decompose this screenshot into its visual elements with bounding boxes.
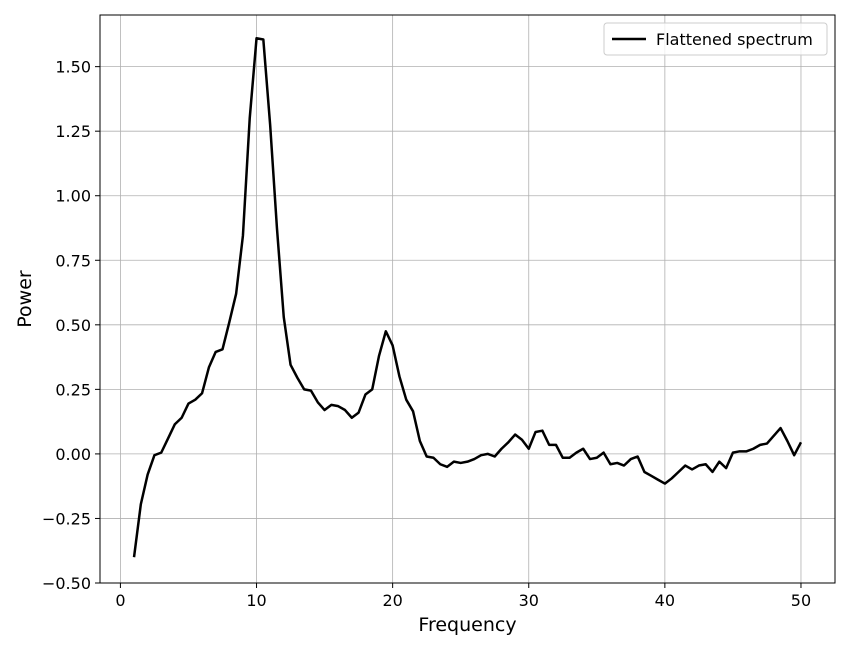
x-tick-label: 10 [246, 591, 266, 610]
y-tick-label: 0.00 [55, 445, 91, 464]
x-tick-label: 0 [115, 591, 125, 610]
legend: Flattened spectrum [603, 22, 828, 56]
plot-frame [99, 14, 836, 584]
grid-lines [100, 15, 835, 584]
y-tick-label: −0.50 [42, 574, 91, 593]
x-axis-label: Frequency [418, 614, 516, 636]
y-tick-label: −0.25 [42, 509, 91, 528]
y-tick-label: 0.50 [55, 316, 91, 335]
y-tick-label: 0.75 [55, 251, 91, 270]
x-tick-label: 50 [791, 591, 811, 610]
y-tick-label: 0.25 [55, 380, 91, 399]
y-tick-label: 1.25 [55, 122, 91, 141]
series-lines [132, 36, 803, 558]
series-line-0 [132, 36, 803, 558]
legend-box [603, 22, 828, 56]
y-tick-label: 1.00 [55, 187, 91, 206]
x-tick-label: 30 [519, 591, 539, 610]
axis-ticks: 0 10 20 30 40 50 −0.50 −0.25 0.00 0.25 0.50 0.75 1.0… [42, 58, 811, 610]
y-tick-label: 1.50 [55, 58, 91, 77]
x-tick-label: 40 [655, 591, 675, 610]
legend-label: Flattened spectrum [656, 30, 813, 49]
y-axis-label: Power [14, 270, 36, 328]
x-tick-label: 20 [382, 591, 402, 610]
